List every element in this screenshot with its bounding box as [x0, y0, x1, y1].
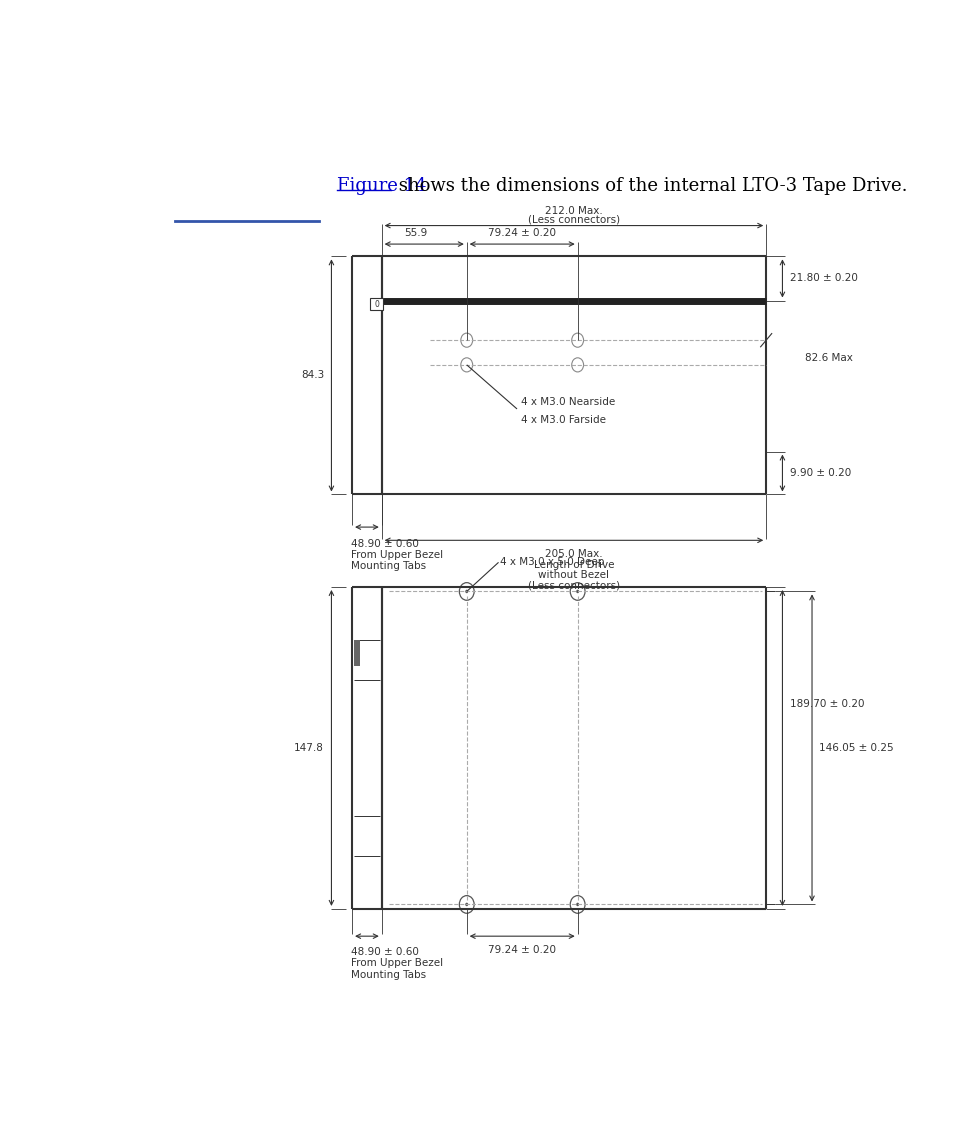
Bar: [354, 640, 359, 666]
Circle shape: [576, 590, 578, 593]
Circle shape: [465, 590, 468, 593]
Text: 0: 0: [374, 300, 378, 308]
Text: 9.90 ± 0.20: 9.90 ± 0.20: [789, 468, 850, 479]
Text: 21.80 ± 0.20: 21.80 ± 0.20: [789, 274, 857, 284]
Text: 147.8: 147.8: [294, 743, 324, 753]
Text: 4 x M3.0 Nearside: 4 x M3.0 Nearside: [520, 397, 615, 406]
Text: 4 x M3.0 Farside: 4 x M3.0 Farside: [520, 414, 605, 425]
Text: 189.70 ± 0.20: 189.70 ± 0.20: [789, 698, 863, 709]
Text: 79.24 ± 0.20: 79.24 ± 0.20: [488, 945, 556, 955]
Text: From Upper Bezel: From Upper Bezel: [351, 958, 442, 969]
Text: 48.90 ± 0.60: 48.90 ± 0.60: [351, 947, 418, 957]
Text: Mounting Tabs: Mounting Tabs: [351, 970, 425, 980]
Text: From Upper Bezel: From Upper Bezel: [351, 550, 442, 560]
Text: Mounting Tabs: Mounting Tabs: [351, 561, 425, 571]
Text: 84.3: 84.3: [300, 371, 324, 380]
Bar: [370, 298, 383, 310]
Text: 146.05 ± 0.25: 146.05 ± 0.25: [819, 743, 893, 753]
Text: Figure 14: Figure 14: [337, 176, 426, 195]
Circle shape: [465, 902, 468, 906]
Text: Length of Drive: Length of Drive: [533, 560, 614, 570]
Text: shows the dimensions of the internal LTO-3 Tape Drive.: shows the dimensions of the internal LTO…: [393, 176, 906, 195]
Text: 212.0 Max.: 212.0 Max.: [544, 206, 602, 216]
Text: (Less connectors): (Less connectors): [527, 581, 619, 591]
Text: without Bezel: without Bezel: [537, 570, 609, 581]
Text: 79.24 ± 0.20: 79.24 ± 0.20: [488, 228, 556, 238]
Text: 205.0 Max.: 205.0 Max.: [544, 550, 602, 559]
Text: 48.90 ± 0.60: 48.90 ± 0.60: [351, 538, 418, 548]
Text: 55.9: 55.9: [403, 228, 427, 238]
Text: 4 x M3.0 x 5.0 Deep: 4 x M3.0 x 5.0 Deep: [499, 558, 604, 568]
Text: 82.6 Max: 82.6 Max: [803, 353, 852, 363]
Text: (Less connectors): (Less connectors): [527, 214, 619, 224]
Circle shape: [576, 902, 578, 906]
